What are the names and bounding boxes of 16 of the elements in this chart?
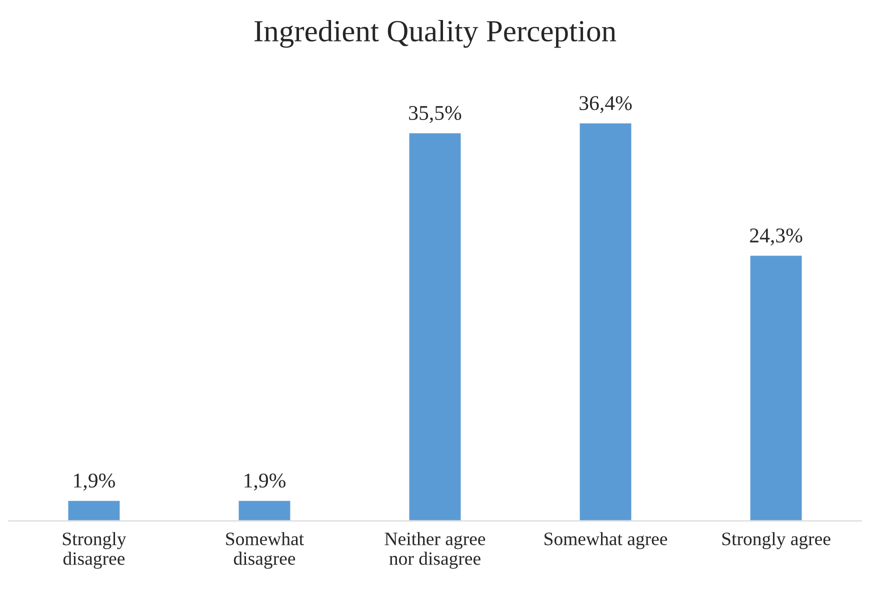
x-tick-label: Somewhat agree — [544, 532, 668, 550]
data-label: 1,9% — [244, 474, 286, 491]
x-tick-label: Somewhat disagree — [226, 532, 304, 569]
bar — [748, 254, 804, 521]
chart-title: Ingredient Quality Perception — [254, 20, 616, 48]
data-label: 24,3% — [750, 228, 802, 246]
bar — [408, 132, 462, 521]
x-tick-label: Strongly agree — [722, 532, 830, 550]
x-tick-label: Neither agree nor disagree — [384, 532, 486, 569]
data-label: 35,5% — [409, 106, 462, 123]
bar — [237, 499, 292, 521]
bar — [578, 122, 633, 521]
data-label: 1,9% — [74, 474, 115, 491]
bar — [66, 499, 122, 521]
data-label: 36,4% — [580, 96, 632, 114]
x-tick-label: Strongly disagree — [62, 532, 126, 569]
